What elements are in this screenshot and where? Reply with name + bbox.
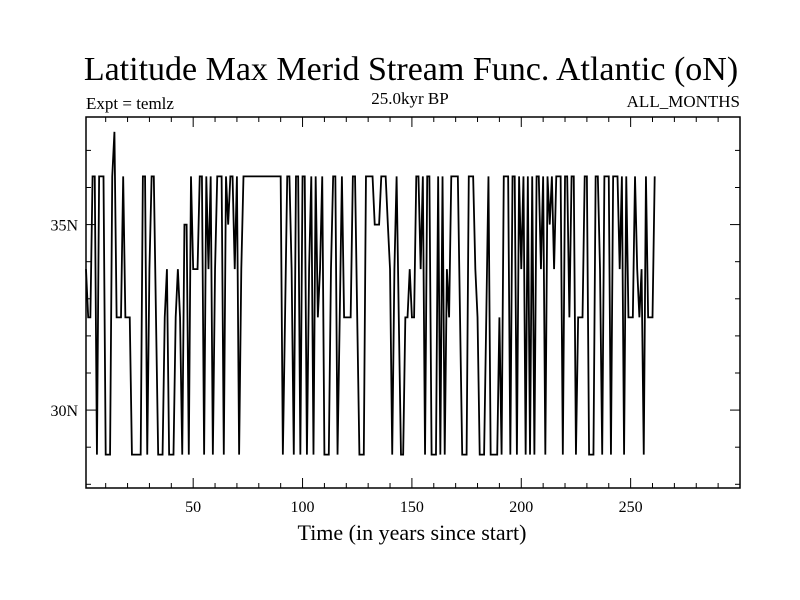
chart-title: Latitude Max Merid Stream Func. Atlantic… (84, 51, 738, 88)
series-line (85, 131, 656, 456)
chart-subtitle-right: ALL_MONTHS (627, 92, 740, 111)
x-tick-label: 50 (185, 499, 201, 516)
plot-frame (85, 116, 741, 489)
plot-area: 50 100 150 200 250 30N 35N (50, 116, 741, 516)
x-tick-label: 200 (509, 499, 533, 516)
y-tick-label: 30N (50, 403, 78, 420)
chart-subtitle-left: Expt = temlz (86, 94, 174, 113)
x-tick-label: 100 (291, 499, 315, 516)
x-tick-label: 150 (400, 499, 424, 516)
y-tick-label: 35N (50, 218, 78, 235)
x-axis-label: Time (in years since start) (298, 520, 527, 545)
x-tick-label: 250 (619, 499, 643, 516)
chart-subtitle-center: 25.0kyr BP (371, 89, 448, 108)
